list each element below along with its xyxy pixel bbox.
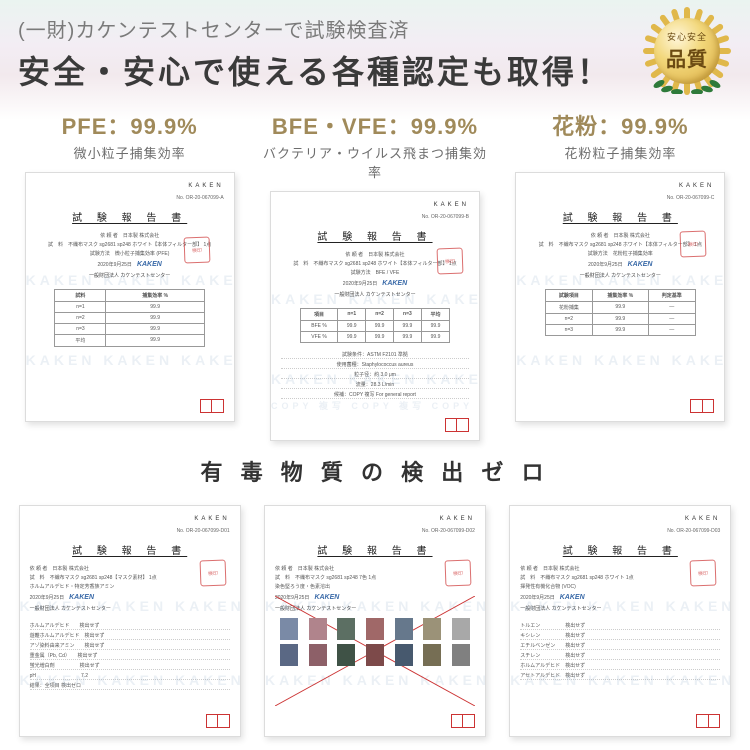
metric-column: PFE：99.9% 微小粒子捕集効率 KAKEN KAKEN KAKENKAKEN … [12,109,247,441]
metric-subtitle: 微小粒子捕集効率 [12,143,247,162]
test-report-document: KAKEN KAKEN KAKENKAKEN KAKEN KAKENKAKENN… [515,172,725,422]
metric-subtitle: バクテリア・ウイルス飛まつ捕集効率 [257,143,492,181]
laurel-icon [645,64,729,94]
metric-title: PFE：99.9% [12,109,247,141]
header-title: 安全・安心で使える各種認定も取得！ [18,47,732,93]
metric-column: 花粉：99.9% 花粉粒子捕集効率 KAKEN KAKEN KAKENKAKEN K… [503,109,738,441]
test-report-document: KAKEN KAKEN KAKENKAKEN KAKEN KAKENKAKENN… [270,191,480,441]
header-subtitle: (一財)カケンテストセンターで試験検査済 [18,14,732,43]
quality-seal-badge: 安心安全 品質 [642,6,732,96]
test-report-document: KAKEN KAKEN KAKENKAKEN KAKEN KAKENKAKENN… [264,505,486,737]
test-report-document: KAKEN KAKEN KAKENKAKEN KAKEN KAKENKAKENN… [509,505,731,737]
metric-title: 花粉：99.9% [503,109,738,141]
section-toxic-title: 有 毒 物 質 の 検 出 ゼ ロ [0,455,750,487]
test-report-document: KAKEN KAKEN KAKENKAKEN KAKEN KAKENKAKENN… [25,172,235,422]
metric-title: BFE・VFE：99.9% [257,109,492,141]
test-report-document: KAKEN KAKEN KAKENKAKEN KAKEN KAKENKAKENN… [19,505,241,737]
metric-column: BFE・VFE：99.9%バクテリア・ウイルス飛まつ捕集効率 KAKEN KAKE… [257,109,492,441]
metric-subtitle: 花粉粒子捕集効率 [503,143,738,162]
seal-top-text: 安心安全 [667,30,707,43]
